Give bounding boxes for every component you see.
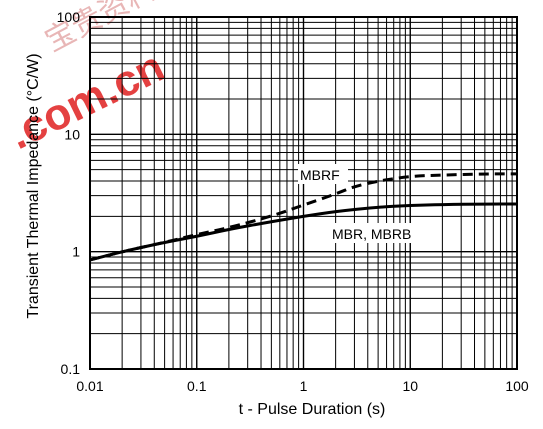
x-axis-title: t - Pulse Duration (s) [239,401,386,418]
y-tick-label: 100 [57,9,81,25]
y-tick-label: 1 [72,244,80,260]
series-label-mbrf-text: MBRF [300,167,340,183]
x-tick-label: 1 [300,378,308,394]
y-tick-label: 10 [64,126,80,142]
series-layer [89,172,517,262]
x-tick-label: 0.1 [187,378,207,394]
series-line-mbr-mbrb [89,202,517,262]
plot-frame [89,16,518,370]
y-tick-label: 0.1 [61,361,81,377]
x-tick-label: 10 [402,378,418,394]
series-label-mbr-mbrb: MBR, MBRB [330,223,430,243]
x-tick-label: 100 [505,378,529,394]
series-label-mbrf: MBRF [298,164,348,184]
y-axis-title: Transient Thermal Impedance (°C/W) [25,53,42,318]
x-tick-labels: 0.01 0.1 1 10 100 [76,378,529,394]
series-label-mbr-mbrb-text: MBR, MBRB [332,226,411,242]
x-tick-label: 0.01 [76,378,103,394]
grid [89,17,517,370]
y-tick-labels: 0.1 1 10 100 [57,9,81,377]
